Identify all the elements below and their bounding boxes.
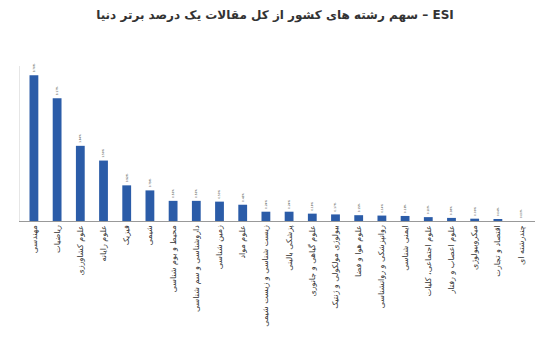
- svg-text:علوم مواد: علوم مواد: [238, 225, 247, 258]
- svg-text:میکروبیولوژی: میکروبیولوژی: [470, 225, 479, 270]
- svg-text:3.17%: 3.17%: [55, 86, 59, 95]
- svg-text:شیمی: شیمی: [146, 225, 155, 246]
- svg-text:0.17%: 0.17%: [333, 202, 337, 211]
- svg-text:مهندسی: مهندسی: [30, 225, 39, 253]
- svg-text:0.14%: 0.14%: [380, 203, 384, 212]
- svg-text:اقتصاد و تجارت: اقتصاد و تجارت: [493, 225, 502, 277]
- svg-text:محیط و بوم شناسی: محیط و بوم شناسی: [169, 225, 178, 292]
- svg-text:سهم رشته های کشور از کل مقالات: سهم رشته های کشور از کل مقالات یک درصد ب…: [96, 8, 454, 23]
- svg-text:علوم هوا و فضا: علوم هوا و فضا: [354, 225, 363, 277]
- svg-text:0.00%: 0.00%: [519, 209, 523, 218]
- svg-text:علوم رایانه: علوم رایانه: [99, 225, 108, 261]
- svg-text:0.50%: 0.50%: [217, 190, 221, 199]
- svg-text:ایمنی شناسی: ایمنی شناسی: [401, 225, 410, 271]
- svg-text:ریاضیات: ریاضیات: [53, 225, 62, 253]
- svg-text:علوم اعصاب و رفتار: علوم اعصاب و رفتار: [447, 225, 456, 294]
- svg-text:0.10%: 0.10%: [426, 205, 430, 214]
- svg-text:علوم اجتماعی، کلیات: علوم اجتماعی، کلیات: [424, 225, 433, 296]
- svg-text:زیست شناسی و زیست شیمی: زیست شناسی و زیست شیمی: [262, 225, 271, 327]
- svg-text:داروشناسی و سم شناسی: داروشناسی و سم شناسی: [192, 225, 201, 312]
- svg-text:0.24%: 0.24%: [287, 200, 291, 209]
- svg-text:3.76%: 3.76%: [32, 63, 36, 72]
- svg-text:0.06%: 0.06%: [473, 207, 477, 216]
- svg-text:0.24%: 0.24%: [264, 200, 268, 209]
- svg-text:0.92%: 0.92%: [125, 173, 129, 182]
- svg-text:چندرشته ای: چندرشته ای: [517, 225, 526, 265]
- svg-text:0.42%: 0.42%: [241, 193, 245, 202]
- svg-text:0.52%: 0.52%: [194, 189, 198, 198]
- svg-text:فیزیک: فیزیک: [122, 225, 131, 245]
- svg-text:0.13%: 0.13%: [403, 204, 407, 213]
- svg-text:0.04%: 0.04%: [496, 207, 500, 216]
- svg-text:0.15%: 0.15%: [357, 203, 361, 212]
- svg-text:1.56%: 1.56%: [101, 148, 105, 157]
- svg-text:بیولوژی مولکولی و ژنتیک: بیولوژی مولکولی و ژنتیک: [331, 225, 340, 309]
- svg-text:1.94%: 1.94%: [78, 134, 82, 143]
- svg-text:روانپزشکی و روانشناسی: روانپزشکی و روانشناسی: [377, 225, 386, 308]
- svg-text:زمین شناسی: زمین شناسی: [215, 225, 224, 269]
- svg-text:0.19%: 0.19%: [310, 202, 314, 211]
- svg-text:علوم گیاهی و جانوری: علوم گیاهی و جانوری: [307, 225, 317, 296]
- svg-text:پزشکی بالینی: پزشکی بالینی: [285, 225, 294, 271]
- svg-text:علوم کشاورزی: علوم کشاورزی: [76, 225, 85, 275]
- svg-text:0.08%: 0.08%: [449, 206, 453, 215]
- svg-text:0.79%: 0.79%: [148, 178, 152, 187]
- svg-text:0.52%: 0.52%: [171, 189, 175, 198]
